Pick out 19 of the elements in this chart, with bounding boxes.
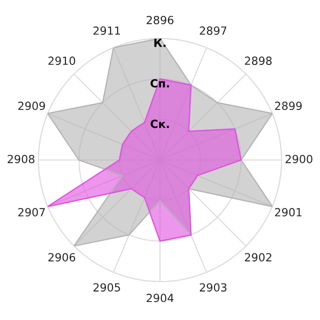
- spoke-label: 2898: [244, 56, 272, 65]
- spoke-label: 2911: [93, 26, 120, 35]
- spoke-label: 2904: [146, 294, 174, 302]
- spoke-label: 2900: [286, 154, 312, 164]
- y-tick-label: Сп.: [150, 79, 169, 88]
- spoke-label: 2909: [18, 102, 45, 110]
- spoke-label: 2907: [18, 208, 45, 216]
- spoke-label: 2902: [244, 253, 272, 262]
- spoke-label: 2903: [200, 283, 226, 292]
- spoke-label: 2905: [93, 283, 120, 292]
- spoke-label: 2896: [146, 16, 174, 24]
- spoke-label: 2906: [48, 253, 76, 262]
- y-tick-label: Ск.: [150, 120, 169, 128]
- spoke-label: 2901: [275, 208, 302, 216]
- spoke-label: 2910: [48, 56, 76, 65]
- spoke-label: 2897: [200, 26, 226, 35]
- spoke-label: 2908: [8, 154, 34, 164]
- spoke-label: 2899: [275, 102, 302, 110]
- y-tick-label: К.: [154, 38, 166, 47]
